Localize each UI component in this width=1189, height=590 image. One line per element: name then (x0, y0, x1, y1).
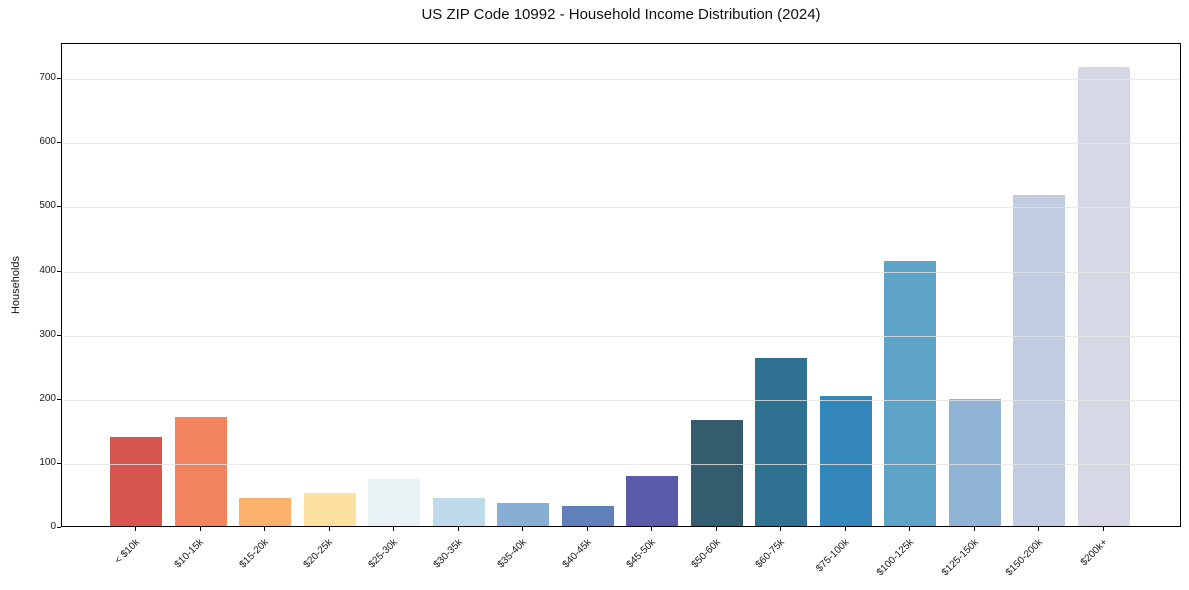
x-tick-label-11: $75-100k (814, 537, 852, 575)
x-tick-label-6: $35-40k (495, 537, 529, 571)
x-tick-label-7: $40-45k (560, 537, 594, 571)
y-tick-mark-200 (57, 398, 61, 400)
x-tick-mark-5 (457, 527, 459, 531)
bar-8 (626, 476, 679, 526)
y-tick-label-400: 400 (39, 264, 56, 276)
bar-10 (755, 358, 808, 526)
bars-layer (62, 44, 1180, 526)
x-tick-label-14: $150-200k (1004, 537, 1046, 579)
bar-0 (110, 436, 162, 526)
x-tick-label-1: $10-15k (172, 537, 207, 571)
bar-2 (239, 497, 292, 526)
y-tick-label-100: 100 (39, 456, 56, 468)
x-tick-label-12: $100-125k (874, 537, 917, 579)
x-tick-mark-2 (264, 527, 266, 531)
y-tick-mark-600 (57, 142, 61, 144)
x-tick-label-3: $20-25k (302, 537, 336, 571)
bar-1 (174, 417, 227, 526)
y-tick-label-700: 700 (39, 72, 56, 84)
x-tick-label-5: $30-35k (431, 537, 465, 571)
y-tick-label-200: 200 (39, 392, 56, 404)
x-tick-mark-4 (393, 527, 395, 531)
bar-5 (432, 498, 485, 526)
x-tick-label-10: $60-75k (753, 537, 788, 571)
x-tick-label-13: $125-150k (939, 537, 981, 579)
x-tick-mark-10 (780, 527, 782, 531)
x-tick-mark-1 (199, 527, 201, 531)
x-tick-mark-0 (135, 527, 136, 531)
x-tick-mark-15 (1102, 527, 1104, 531)
y-tick-label-600: 600 (39, 136, 56, 148)
x-tick-mark-7 (586, 527, 588, 531)
x-tick-label-9: $50-60k (689, 537, 723, 571)
bar-13 (948, 399, 1001, 526)
bar-12 (884, 261, 937, 526)
x-tick-mark-14 (1038, 527, 1040, 531)
x-tick-mark-3 (328, 527, 330, 531)
x-tick-label-8: $45-50k (624, 537, 659, 571)
bar-4 (368, 478, 421, 526)
y-tick-mark-700 (57, 78, 61, 80)
x-tick-mark-9 (715, 527, 717, 531)
x-tick-mark-11 (844, 527, 846, 531)
bar-7 (561, 505, 614, 526)
bar-3 (303, 493, 356, 526)
bar-14 (1013, 195, 1066, 526)
x-tick-mark-6 (522, 527, 524, 531)
x-tick-label-0: < $10k (112, 537, 142, 567)
y-tick-mark-300 (57, 334, 61, 336)
x-tick-mark-13 (973, 527, 975, 531)
x-tick-mark-8 (651, 527, 653, 531)
x-tick-label-2: $15-20k (237, 537, 271, 571)
x-tick-mark-12 (909, 527, 911, 531)
bar-11 (819, 395, 872, 526)
y-tick-label-500: 500 (39, 200, 56, 212)
y-tick-label-300: 300 (39, 328, 56, 340)
y-tick-mark-400 (57, 270, 61, 272)
y-tick-mark-0 (57, 527, 61, 528)
plot-area (61, 43, 1181, 527)
x-tick-label-15: $200k+ (1078, 537, 1110, 569)
bar-9 (690, 419, 743, 526)
y-tick-label-0: 0 (50, 521, 56, 532)
y-tick-mark-100 (57, 462, 61, 464)
bar-15 (1077, 67, 1130, 526)
chart-title: US ZIP Code 10992 - Household Income Dis… (421, 6, 821, 23)
x-tick-label-4: $25-30k (366, 537, 400, 571)
bar-6 (497, 502, 550, 526)
y-tick-mark-500 (57, 206, 61, 208)
